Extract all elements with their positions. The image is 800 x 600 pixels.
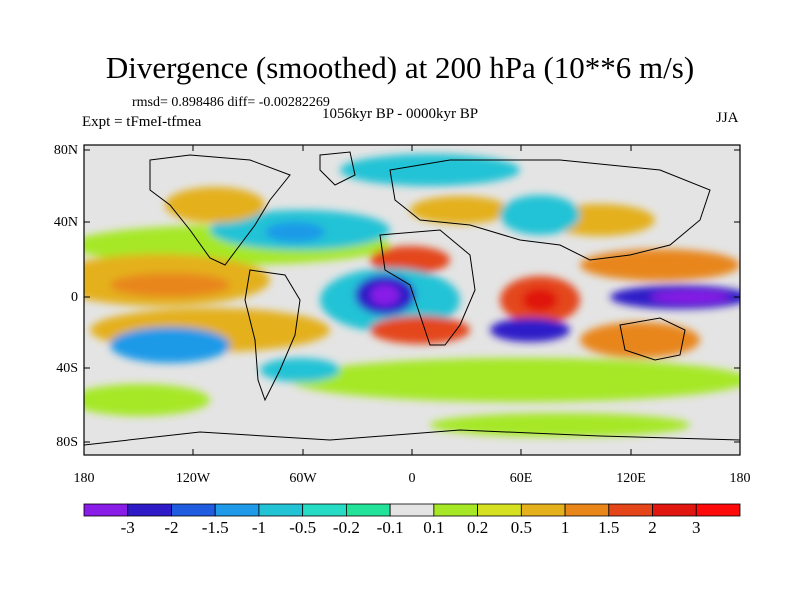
lat-label-0: 80N [54,143,78,158]
lon-label-6: 180 [730,471,751,486]
colorbar-swatch [345,503,391,517]
field-orange-wpac [580,249,740,281]
field-purple-atl-eq [371,285,399,305]
lat-label-1: 40N [54,215,78,230]
colorbar-label: 3 [692,518,701,537]
field-blue-spac [110,327,230,363]
lon-label-2: 60W [289,471,317,486]
lat-label-3: 40S [56,361,78,376]
field-red-satl [370,316,470,344]
field-orange-nam [165,187,265,223]
longitude-labels: 180 120W 60W 0 60E 120E 180 [74,471,751,486]
axis-ticks [83,145,741,455]
colorbar-swatch [302,503,347,517]
map-title: Divergence (smoothed) at 200 hPa (10**6 … [105,50,695,85]
colorbar-label: 1.5 [598,518,620,537]
colorbar-swatch [433,503,479,517]
lat-label-4: 80S [56,435,78,450]
latitude-labels: 80N 40N 0 40S 80S [54,143,78,450]
coast-north-america [149,154,291,266]
field-green-se [430,413,690,437]
colorbar-swatch [258,503,304,517]
field-deepred-io [522,288,558,312]
lon-label-0: 180 [74,471,95,486]
colorbar-label: -0.1 [376,518,404,537]
field-blue-sio [490,318,570,342]
colorbar-label: 0.2 [466,518,489,537]
colorbar-swatch [695,503,741,517]
field-red-pac-tropic [110,273,230,297]
season-label: JJA [716,110,739,126]
colorbar-swatch [520,503,566,517]
field-cyan-casia [500,195,580,235]
colorbar-label: 2 [648,518,657,537]
colorbar-label: -1 [251,518,267,537]
coast-south-america [244,269,301,402]
colorbar-label: 0.5 [510,518,532,537]
colorbar-label: -2 [164,518,179,537]
coastlines [84,151,740,446]
stats-line: rmsd= 0.898486 diff= -0.00282269 [132,95,330,110]
colorbar [83,503,741,517]
field-orange-aus [580,322,700,358]
field-blue-natl [265,222,325,242]
colorbar-label: -0.5 [289,518,317,537]
coast-africa [379,229,476,346]
colorbar-label: -1.5 [201,518,229,537]
colorbar-swatch [171,503,216,517]
field-cyan-arctic [340,154,520,186]
colorbar-label: -0.2 [332,518,360,537]
colorbar-swatch [83,503,129,517]
colorbar-swatch [477,503,522,517]
field-green-south [290,358,740,402]
coast-eurasia [389,159,711,261]
coast-australia [619,317,686,361]
lon-label-3: 0 [409,471,416,486]
colorbar-label: 0.1 [423,518,445,537]
field-cyan-s40 [260,358,340,382]
colorbar-swatch [652,503,697,517]
field-orange-eur [410,196,510,224]
colorbar-swatch [214,503,260,517]
lat-label-2: 0 [71,290,78,305]
field-orange-africa [370,246,450,274]
experiment-label: Expt = tFmeI-tfmea [82,114,202,130]
coast-greenland [319,151,356,186]
field-green-sw [84,384,210,416]
colorbar-swatch [564,503,610,517]
colorbar-swatch [389,503,435,517]
lon-label-4: 60E [510,471,533,486]
colorbar-label: 1 [560,518,570,537]
field-purple-wpac-eq [650,291,730,303]
coast-antarctica [84,429,740,446]
colorbar-swatch [127,503,172,517]
colorbar-swatch [608,503,653,517]
colorbar-label: -3 [120,518,135,537]
lon-label-1: 120W [176,471,211,486]
period-label: 1056kyr BP - 0000kyr BP [322,106,479,122]
lon-label-5: 120E [616,471,646,486]
